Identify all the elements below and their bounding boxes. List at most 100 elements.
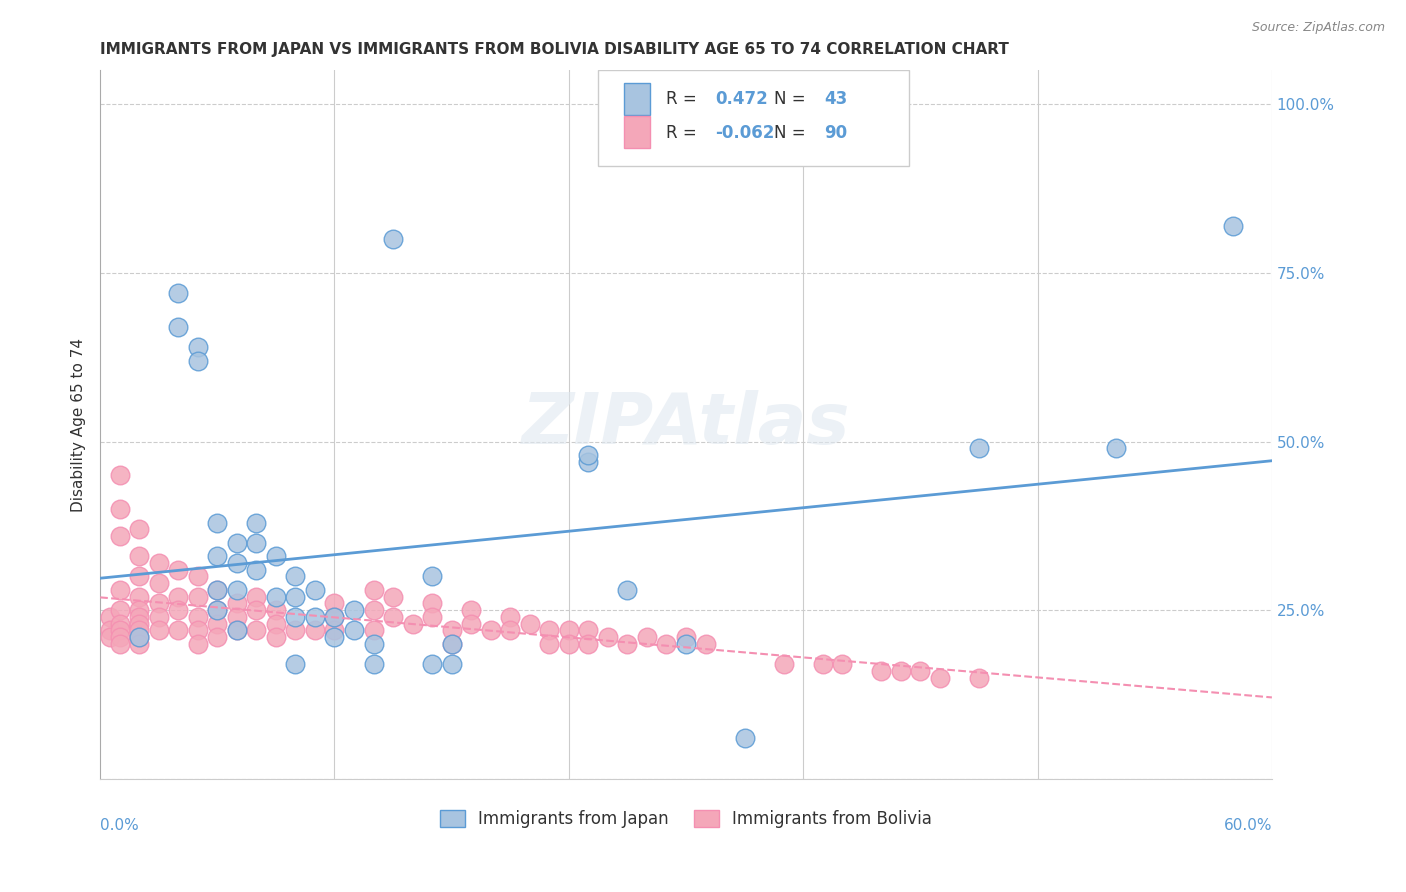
- Point: [187, 624, 209, 638]
- Point: [128, 630, 150, 644]
- Point: [284, 590, 307, 604]
- Point: [108, 616, 131, 631]
- Point: [1105, 442, 1128, 456]
- Point: [558, 624, 581, 638]
- Point: [831, 657, 853, 672]
- Text: N =: N =: [773, 90, 811, 109]
- Point: [576, 624, 599, 638]
- Point: [225, 624, 247, 638]
- Point: [98, 624, 121, 638]
- Point: [675, 630, 697, 644]
- Text: -0.062: -0.062: [716, 124, 775, 142]
- Point: [576, 448, 599, 462]
- Point: [225, 597, 247, 611]
- Point: [128, 630, 150, 644]
- Point: [304, 582, 326, 597]
- Point: [734, 731, 756, 746]
- Point: [363, 624, 385, 638]
- Point: [207, 603, 229, 617]
- Point: [128, 603, 150, 617]
- Point: [187, 340, 209, 354]
- Point: [245, 624, 267, 638]
- Text: N =: N =: [773, 124, 811, 142]
- Point: [363, 582, 385, 597]
- Point: [890, 664, 912, 678]
- Point: [128, 549, 150, 564]
- FancyBboxPatch shape: [624, 117, 650, 148]
- Point: [264, 549, 287, 564]
- Point: [187, 610, 209, 624]
- Point: [382, 232, 405, 246]
- Point: [460, 616, 482, 631]
- Point: [245, 563, 267, 577]
- Point: [596, 630, 619, 644]
- Point: [928, 671, 950, 685]
- Point: [811, 657, 834, 672]
- Point: [245, 590, 267, 604]
- Point: [264, 616, 287, 631]
- Point: [167, 319, 190, 334]
- Point: [499, 610, 522, 624]
- Point: [128, 624, 150, 638]
- FancyBboxPatch shape: [624, 83, 650, 115]
- Point: [128, 590, 150, 604]
- Point: [967, 442, 990, 456]
- Point: [420, 657, 443, 672]
- Point: [440, 657, 463, 672]
- Point: [420, 597, 443, 611]
- Text: 43: 43: [824, 90, 848, 109]
- Point: [675, 637, 697, 651]
- Point: [284, 624, 307, 638]
- Point: [207, 630, 229, 644]
- Point: [207, 582, 229, 597]
- Point: [187, 590, 209, 604]
- Text: R =: R =: [666, 124, 702, 142]
- Point: [910, 664, 932, 678]
- Point: [382, 610, 405, 624]
- Point: [245, 516, 267, 530]
- Point: [576, 637, 599, 651]
- Text: R =: R =: [666, 90, 702, 109]
- Point: [245, 603, 267, 617]
- Point: [128, 610, 150, 624]
- Point: [108, 468, 131, 483]
- Point: [479, 624, 502, 638]
- Point: [167, 286, 190, 301]
- Point: [695, 637, 717, 651]
- Point: [420, 569, 443, 583]
- Text: ZIPAtlas: ZIPAtlas: [522, 390, 851, 459]
- Point: [264, 630, 287, 644]
- Point: [440, 624, 463, 638]
- Point: [304, 624, 326, 638]
- Point: [148, 556, 170, 570]
- Point: [167, 590, 190, 604]
- Point: [1222, 219, 1244, 233]
- Point: [128, 637, 150, 651]
- Point: [538, 624, 561, 638]
- Point: [363, 657, 385, 672]
- Point: [207, 582, 229, 597]
- Point: [363, 603, 385, 617]
- Point: [460, 603, 482, 617]
- Point: [207, 549, 229, 564]
- Point: [207, 616, 229, 631]
- Point: [343, 603, 366, 617]
- Point: [225, 624, 247, 638]
- Point: [187, 353, 209, 368]
- Point: [108, 624, 131, 638]
- Point: [519, 616, 541, 631]
- Text: Source: ZipAtlas.com: Source: ZipAtlas.com: [1251, 21, 1385, 34]
- Point: [225, 556, 247, 570]
- Text: 90: 90: [824, 124, 848, 142]
- Point: [167, 624, 190, 638]
- Point: [167, 603, 190, 617]
- Point: [128, 522, 150, 536]
- Point: [343, 624, 366, 638]
- Point: [225, 535, 247, 549]
- Point: [323, 630, 346, 644]
- Y-axis label: Disability Age 65 to 74: Disability Age 65 to 74: [72, 338, 86, 512]
- Point: [284, 569, 307, 583]
- Point: [870, 664, 893, 678]
- Point: [264, 590, 287, 604]
- Point: [558, 637, 581, 651]
